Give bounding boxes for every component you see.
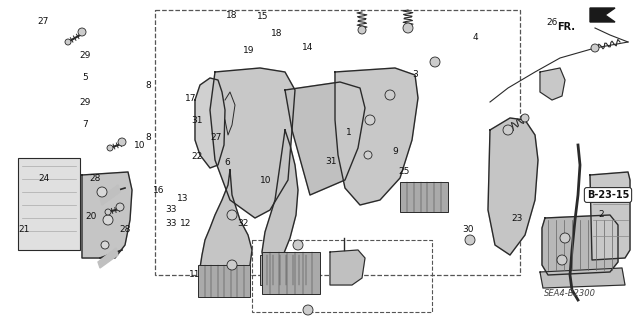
Circle shape	[118, 138, 126, 146]
Text: 9: 9	[393, 147, 398, 156]
Circle shape	[365, 115, 375, 125]
Text: 29: 29	[79, 51, 91, 60]
Text: 10: 10	[260, 176, 271, 185]
Text: 14: 14	[301, 43, 313, 52]
Text: 25: 25	[399, 167, 410, 176]
Polygon shape	[590, 172, 630, 260]
Polygon shape	[540, 268, 625, 288]
Text: 8: 8	[146, 81, 151, 90]
Text: B-23-15: B-23-15	[587, 190, 629, 200]
Text: 24: 24	[38, 174, 49, 182]
Polygon shape	[82, 172, 132, 258]
Polygon shape	[100, 185, 120, 205]
Circle shape	[227, 210, 237, 220]
Circle shape	[358, 26, 366, 34]
Text: 10: 10	[134, 141, 145, 150]
Text: 18: 18	[271, 29, 282, 38]
Circle shape	[78, 28, 86, 36]
Text: 6: 6	[225, 158, 230, 167]
Polygon shape	[542, 215, 618, 275]
Circle shape	[105, 209, 111, 215]
Polygon shape	[285, 82, 365, 195]
Circle shape	[303, 305, 313, 315]
Text: 33: 33	[166, 205, 177, 214]
Text: 33: 33	[166, 219, 177, 228]
Text: 27: 27	[211, 133, 222, 142]
Polygon shape	[195, 78, 225, 168]
Circle shape	[385, 90, 395, 100]
Bar	[198, 265, 250, 297]
Text: 16: 16	[153, 186, 164, 195]
Polygon shape	[210, 68, 295, 218]
Text: 26: 26	[546, 19, 557, 27]
Bar	[260, 255, 312, 285]
Text: 12: 12	[180, 219, 191, 228]
Circle shape	[107, 145, 113, 151]
Text: 28: 28	[119, 225, 131, 234]
Text: 31: 31	[326, 157, 337, 166]
Circle shape	[430, 57, 440, 67]
Text: 18: 18	[226, 11, 237, 20]
Text: 29: 29	[79, 98, 91, 107]
Text: 1: 1	[346, 128, 351, 137]
Circle shape	[227, 260, 237, 270]
Circle shape	[65, 39, 71, 45]
Text: 28: 28	[89, 174, 100, 183]
Text: FR.: FR.	[557, 22, 575, 32]
Circle shape	[465, 235, 475, 245]
Circle shape	[503, 125, 513, 135]
Text: 21: 21	[19, 225, 30, 234]
Circle shape	[101, 241, 109, 249]
Circle shape	[521, 114, 529, 122]
Circle shape	[103, 215, 113, 225]
Text: 11: 11	[189, 271, 201, 279]
Text: 19: 19	[243, 46, 254, 55]
Circle shape	[97, 187, 107, 197]
Polygon shape	[262, 130, 298, 270]
Text: 22: 22	[191, 152, 203, 161]
Text: 20: 20	[85, 212, 97, 221]
Text: 7: 7	[83, 120, 88, 129]
Text: 13: 13	[177, 194, 188, 203]
Polygon shape	[540, 68, 565, 100]
Polygon shape	[98, 248, 118, 268]
Text: SEA4-B2300: SEA4-B2300	[544, 289, 596, 298]
Text: 4: 4	[472, 33, 477, 42]
Text: 23: 23	[511, 214, 523, 223]
Text: 32: 32	[237, 219, 249, 228]
Polygon shape	[330, 250, 365, 285]
Bar	[262, 252, 320, 294]
Text: 2: 2	[599, 210, 604, 219]
Circle shape	[116, 203, 124, 211]
Circle shape	[293, 240, 303, 250]
Circle shape	[364, 151, 372, 159]
Polygon shape	[488, 118, 538, 255]
Polygon shape	[590, 8, 615, 22]
Text: 17: 17	[185, 94, 196, 103]
Text: 27: 27	[38, 17, 49, 26]
Bar	[155, 10, 520, 275]
Text: 3: 3	[412, 70, 417, 78]
Circle shape	[560, 233, 570, 243]
Bar	[252, 240, 432, 312]
Text: 31: 31	[191, 116, 203, 125]
Circle shape	[591, 44, 599, 52]
Text: 15: 15	[257, 12, 268, 21]
Bar	[400, 182, 448, 212]
Circle shape	[557, 255, 567, 265]
Text: 30: 30	[463, 225, 474, 234]
Circle shape	[403, 23, 413, 33]
Polygon shape	[335, 68, 418, 205]
Text: 5: 5	[83, 73, 88, 82]
Text: 8: 8	[146, 133, 151, 142]
Bar	[18, 158, 80, 250]
Polygon shape	[200, 170, 252, 290]
